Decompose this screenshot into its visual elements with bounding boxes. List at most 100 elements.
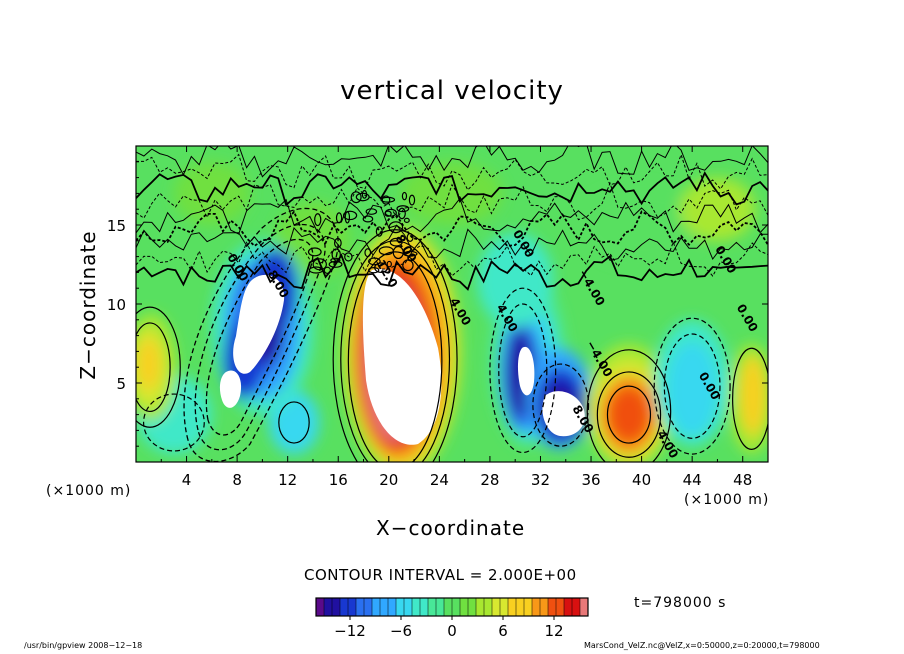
colorbar-swatch <box>540 598 549 616</box>
colorbar-swatch <box>324 598 333 616</box>
colorbar-swatch <box>524 598 533 616</box>
field-blob-29 <box>477 232 554 328</box>
colorbar-swatch <box>356 598 365 616</box>
contour-ring-4 <box>136 306 181 428</box>
field-blob-2 <box>578 185 705 265</box>
colorbar: −12 −6 0 6 12 <box>315 597 589 640</box>
field-blob-37 <box>740 356 766 436</box>
colorbar-tick-label: −6 <box>390 622 412 640</box>
contour-cluster-34 <box>308 266 324 274</box>
colorbar-swatch <box>364 598 373 616</box>
contour-ring-0 <box>332 229 458 462</box>
field-blob-4 <box>679 177 756 241</box>
colorbar-swatch <box>388 598 397 616</box>
contour-cluster-17 <box>312 258 327 271</box>
contour-cluster-1 <box>333 237 342 249</box>
contour-noise-4 <box>136 197 768 235</box>
colorbar-swatch <box>492 598 501 616</box>
contour-cluster-3 <box>406 232 414 242</box>
colorbar-swatch <box>348 598 357 616</box>
contour-ring-9 <box>498 303 548 438</box>
contour-ring-13 <box>653 317 731 455</box>
colorbar-swatch <box>380 598 389 616</box>
contour-cluster-20 <box>368 257 381 266</box>
colorbar-swatch <box>436 598 445 616</box>
contour-cluster-10 <box>401 191 408 201</box>
core-downdraft-left-low <box>219 370 242 408</box>
colorbar-swatch <box>460 598 469 616</box>
time-label: t=798000 s <box>634 595 727 611</box>
colorbar-tick-label: 0 <box>447 622 457 640</box>
contour-interval-label: CONTOUR INTERVAL = 2.000E+00 <box>304 566 577 584</box>
field-blob-9 <box>137 338 161 390</box>
contour-cluster-14 <box>368 267 380 274</box>
x-tick-label: 20 <box>379 471 398 489</box>
contour-cluster-27 <box>403 250 418 257</box>
contour-noise-7 <box>136 153 768 191</box>
colorbar-swatch <box>444 598 453 616</box>
contour-cluster-9 <box>344 252 353 262</box>
chart-title: vertical velocity <box>340 76 564 106</box>
contour-cluster-15 <box>335 212 343 224</box>
colorbar-swatch <box>500 598 509 616</box>
x-tick-label: 36 <box>581 471 600 489</box>
contour-ring-11 <box>532 363 590 447</box>
contour-cluster-19 <box>331 248 341 261</box>
colorbar-swatch <box>412 598 421 616</box>
x-axis-label: X−coordinate <box>376 516 526 540</box>
contour-ring-8 <box>732 347 768 450</box>
contour-ring-2 <box>347 251 443 462</box>
contour-ring-7 <box>606 385 652 444</box>
contour-ring-6 <box>586 349 672 462</box>
contour-cluster-33 <box>350 191 362 204</box>
field-blob-33 <box>607 386 651 444</box>
colorbar-tick-label: −12 <box>334 622 366 640</box>
contour-noise-0 <box>136 253 768 291</box>
contour-ring-1 <box>340 240 451 462</box>
x-unit-left: (×1000 m) <box>46 483 132 499</box>
colorbar-swatch <box>316 598 325 616</box>
colorbar-swatch <box>556 598 565 616</box>
colorbar-swatch <box>452 598 461 616</box>
y-tick-label: 15 <box>107 217 126 235</box>
colorbar-swatch <box>548 598 557 616</box>
contour-ring-5 <box>596 371 662 458</box>
contour-band-2 <box>183 207 339 462</box>
colorbar-tick-label: 6 <box>498 622 508 640</box>
contour-cluster-5 <box>408 194 416 206</box>
contour-band-0 <box>205 238 314 436</box>
contour-cluster-22 <box>388 221 404 234</box>
colorbar-swatch <box>396 598 405 616</box>
colorbar-swatch <box>420 598 429 616</box>
contour-lines <box>136 146 768 462</box>
contour-cluster-12 <box>375 226 383 237</box>
contour-cluster-24 <box>361 189 368 199</box>
contour-cluster-37 <box>398 207 406 220</box>
contour-cluster-28 <box>330 257 341 263</box>
colorbar-swatch <box>564 598 573 616</box>
core-updraft-main <box>362 268 442 445</box>
contour-cluster-7 <box>381 195 391 205</box>
contour-noise-2 <box>136 224 768 261</box>
colorbar-swatch <box>340 598 349 616</box>
contour-cluster-38 <box>380 196 396 203</box>
contour-ring-3 <box>136 322 171 413</box>
contour-cluster-8 <box>328 260 343 268</box>
colorbar-swatch <box>516 598 525 616</box>
colorbar-swatch <box>572 598 581 616</box>
x-tick-label: 24 <box>430 471 449 489</box>
contour-ring-15 <box>278 401 310 444</box>
contour-cluster-18 <box>389 237 403 247</box>
contour-ring-12 <box>663 333 721 439</box>
field-blob-35 <box>666 341 718 437</box>
colorbar-swatch <box>468 598 477 616</box>
contour-cluster-21 <box>307 247 322 257</box>
colorbar-swatch <box>372 598 381 616</box>
footer-right: MarsCond_VelZ.nc@VelZ,x=0:50000,z=0:2000… <box>584 641 820 650</box>
contour-cluster-39 <box>384 210 392 217</box>
contour-cluster-31 <box>342 210 358 221</box>
contour-ring-14 <box>142 393 205 452</box>
contour-cluster-32 <box>392 245 404 260</box>
velocity-field <box>136 146 768 462</box>
contour-cluster-23 <box>396 205 410 213</box>
